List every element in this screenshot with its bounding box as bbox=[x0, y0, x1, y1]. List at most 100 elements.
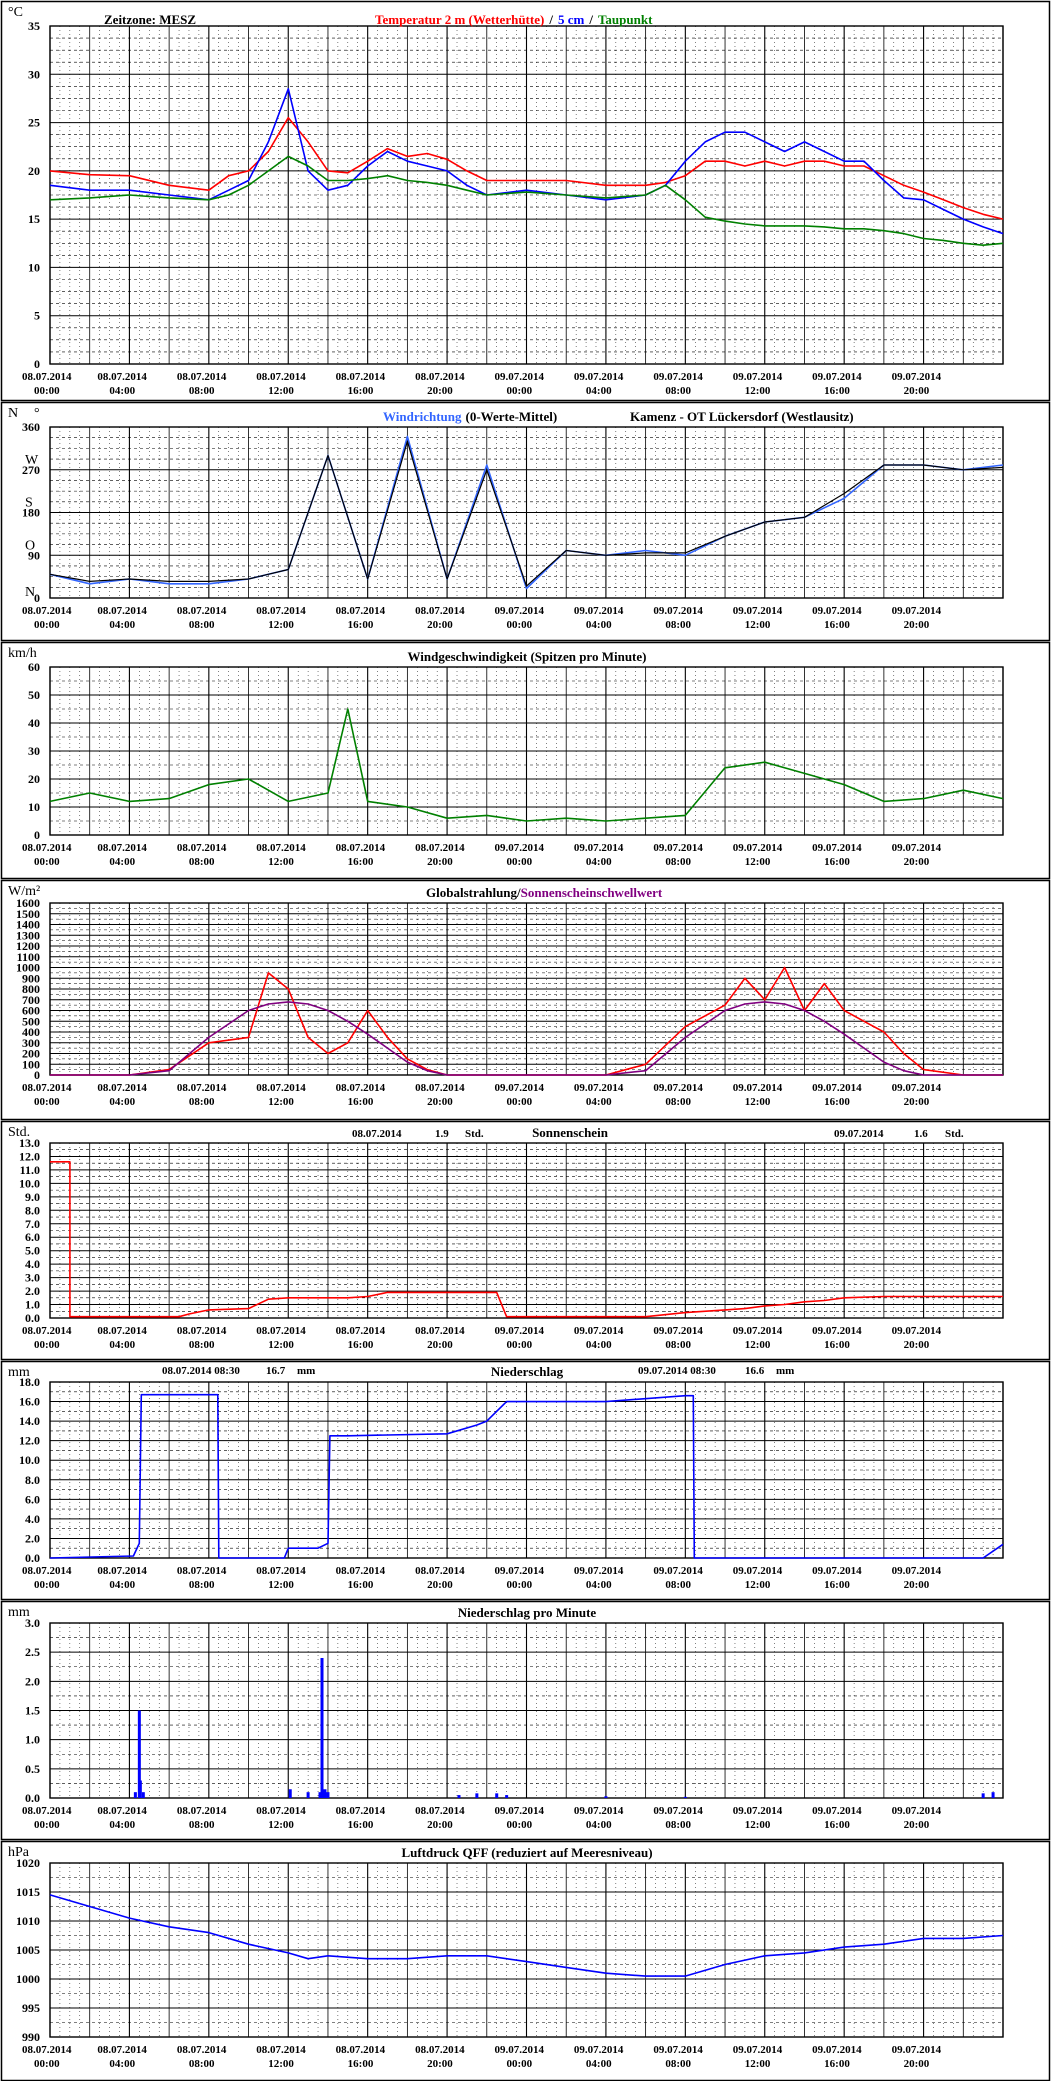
x-tick-date: 09.07.2014 bbox=[495, 1325, 545, 1337]
x-tick-date: 09.07.2014 bbox=[574, 605, 624, 617]
y-tick-label: 25 bbox=[28, 116, 40, 130]
x-tick-time: 08:00 bbox=[189, 1819, 215, 1831]
temperature-panel: 0 5 10 15 20 25 30 35 08.07.2014 00:00 08.07.2014 0… bbox=[0, 0, 1051, 402]
x-tick-date: 09.07.2014 bbox=[653, 1325, 703, 1337]
precip-bar bbox=[141, 1792, 145, 1798]
x-tick-time: 16:00 bbox=[824, 1339, 850, 1351]
x-tick-time: 20:00 bbox=[427, 1339, 453, 1351]
y-tick-label: 5.0 bbox=[25, 1244, 40, 1258]
x-tick-date: 08.07.2014 bbox=[97, 1805, 147, 1817]
x-tick-time: 20:00 bbox=[904, 385, 930, 397]
x-tick-time: 08:00 bbox=[665, 856, 691, 868]
x-tick-time: 08:00 bbox=[665, 1579, 691, 1591]
x-tick-time: 04:00 bbox=[109, 619, 135, 631]
y-tick-label: 7.0 bbox=[25, 1217, 40, 1231]
precipitation-series-0-line bbox=[49, 1393, 1004, 1559]
y-tick-label: 3.0 bbox=[25, 1616, 40, 1630]
precip-bar bbox=[318, 1792, 322, 1798]
x-tick-date: 09.07.2014 bbox=[653, 842, 703, 854]
x-tick-time: 08:00 bbox=[189, 1096, 215, 1108]
x-tick-date: 09.07.2014 bbox=[733, 1565, 783, 1577]
x-tick-date: 09.07.2014 bbox=[495, 1805, 545, 1817]
x-tick-date: 09.07.2014 bbox=[574, 1565, 624, 1577]
x-tick-time: 16:00 bbox=[824, 619, 850, 631]
x-tick-time: 08:00 bbox=[665, 2058, 691, 2070]
x-tick-date: 08.07.2014 bbox=[22, 371, 72, 383]
y-tick-label: 60 bbox=[28, 660, 40, 674]
annotation-unit: Std. bbox=[945, 1128, 964, 1140]
x-tick-date: 09.07.2014 bbox=[812, 371, 862, 383]
x-tick-date: 09.07.2014 bbox=[892, 371, 942, 383]
x-tick-date: 08.07.2014 bbox=[177, 1082, 227, 1094]
grid bbox=[49, 1142, 1004, 1319]
x-tick-time: 04:00 bbox=[109, 1819, 135, 1831]
title-part: (0-Werte-Mittel) bbox=[466, 409, 558, 424]
annotation-date: 08.07.2014 bbox=[352, 1128, 402, 1140]
y-tick-label: 300 bbox=[22, 1036, 40, 1050]
x-tick-time: 04:00 bbox=[109, 856, 135, 868]
x-tick-date: 08.07.2014 bbox=[22, 842, 72, 854]
x-tick-time: 04:00 bbox=[109, 1579, 135, 1591]
x-tick-date: 09.07.2014 bbox=[495, 2044, 545, 2056]
y-tick-label: 1200 bbox=[16, 939, 40, 953]
x-tick-time: 20:00 bbox=[904, 1819, 930, 1831]
x-tick-date: 08.07.2014 bbox=[97, 1565, 147, 1577]
x-tick-date: 09.07.2014 bbox=[892, 2044, 942, 2056]
annotation-datetime: 09.07.2014 08:30 bbox=[638, 1365, 716, 1377]
y-tick-label: 50 bbox=[28, 688, 40, 702]
plot-border bbox=[49, 666, 1004, 836]
y-tick-label: 700 bbox=[22, 993, 40, 1007]
x-tick-date: 09.07.2014 bbox=[495, 605, 545, 617]
sunshine-panel: 0.01.02.03.04.05.06.07.08.09.010.011.012… bbox=[0, 1120, 1051, 1361]
x-tick-date: 08.07.2014 bbox=[97, 605, 147, 617]
y-tick-label: 1005 bbox=[16, 1943, 40, 1957]
x-tick-time: 00:00 bbox=[34, 1339, 60, 1351]
grid bbox=[49, 426, 1004, 599]
y-tick-label: 0 bbox=[34, 357, 40, 371]
x-tick-date: 08.07.2014 bbox=[336, 1082, 386, 1094]
panel-frame bbox=[0, 1600, 1051, 1841]
unit-label: N bbox=[8, 406, 18, 421]
panel-frame bbox=[0, 401, 1051, 642]
chart-title: Luftdruck QFF (reduziert auf Meeresnivea… bbox=[401, 1845, 652, 1860]
annotation-value: 16.6 bbox=[745, 1365, 765, 1377]
x-tick-time: 00:00 bbox=[34, 1096, 60, 1108]
x-tick-time: 08:00 bbox=[665, 619, 691, 631]
x-tick-date: 08.07.2014 bbox=[415, 1805, 465, 1817]
x-tick-date: 08.07.2014 bbox=[256, 371, 306, 383]
y-tick-label: 11.0 bbox=[20, 1163, 40, 1177]
air_pressure-panel: 990 995 1000 1005 1010 1015 1020 08.07.2014 00:0… bbox=[0, 1840, 1051, 2081]
x-tick-time: 12:00 bbox=[268, 619, 294, 631]
annotation-date: 09.07.2014 bbox=[834, 1128, 884, 1140]
wind_direction-series-0-line bbox=[49, 435, 1004, 590]
x-tick-time: 12:00 bbox=[268, 1096, 294, 1108]
y-tick-label: 10 bbox=[28, 800, 40, 814]
title-part: / bbox=[548, 12, 553, 27]
x-tick-date: 09.07.2014 bbox=[892, 1325, 942, 1337]
x-tick-date: 08.07.2014 bbox=[97, 371, 147, 383]
grid bbox=[49, 1622, 1004, 1799]
precip-bar bbox=[457, 1795, 461, 1798]
annotation-unit: mm bbox=[776, 1365, 794, 1377]
x-tick-time: 20:00 bbox=[904, 856, 930, 868]
x-tick-date: 09.07.2014 bbox=[653, 371, 703, 383]
x-tick-date: 09.07.2014 bbox=[495, 371, 545, 383]
x-tick-date: 08.07.2014 bbox=[177, 2044, 227, 2056]
y-tick-label: 5 bbox=[34, 309, 40, 323]
y-tick-label: 6.0 bbox=[25, 1492, 40, 1506]
x-tick-time: 16:00 bbox=[824, 1579, 850, 1591]
unit-label: km/h bbox=[8, 646, 37, 661]
y-tick-label: 1.5 bbox=[25, 1704, 40, 1718]
wind_speed-panel: 0 10 20 30 40 50 60 08.07.2014 00:00 08.07.2014 04… bbox=[0, 641, 1051, 880]
x-tick-time: 00:00 bbox=[34, 2058, 60, 2070]
x-tick-date: 09.07.2014 bbox=[653, 1082, 703, 1094]
x-tick-date: 08.07.2014 bbox=[336, 371, 386, 383]
x-tick-time: 08:00 bbox=[189, 1339, 215, 1351]
x-tick-time: 04:00 bbox=[586, 1579, 612, 1591]
y-tick-label: 1020 bbox=[16, 1856, 40, 1870]
x-tick-date: 09.07.2014 bbox=[892, 1565, 942, 1577]
y-tick-label: 200 bbox=[22, 1047, 40, 1061]
precip-bar bbox=[137, 1710, 141, 1798]
plot-border bbox=[49, 426, 1004, 599]
precip-bar bbox=[495, 1793, 499, 1798]
